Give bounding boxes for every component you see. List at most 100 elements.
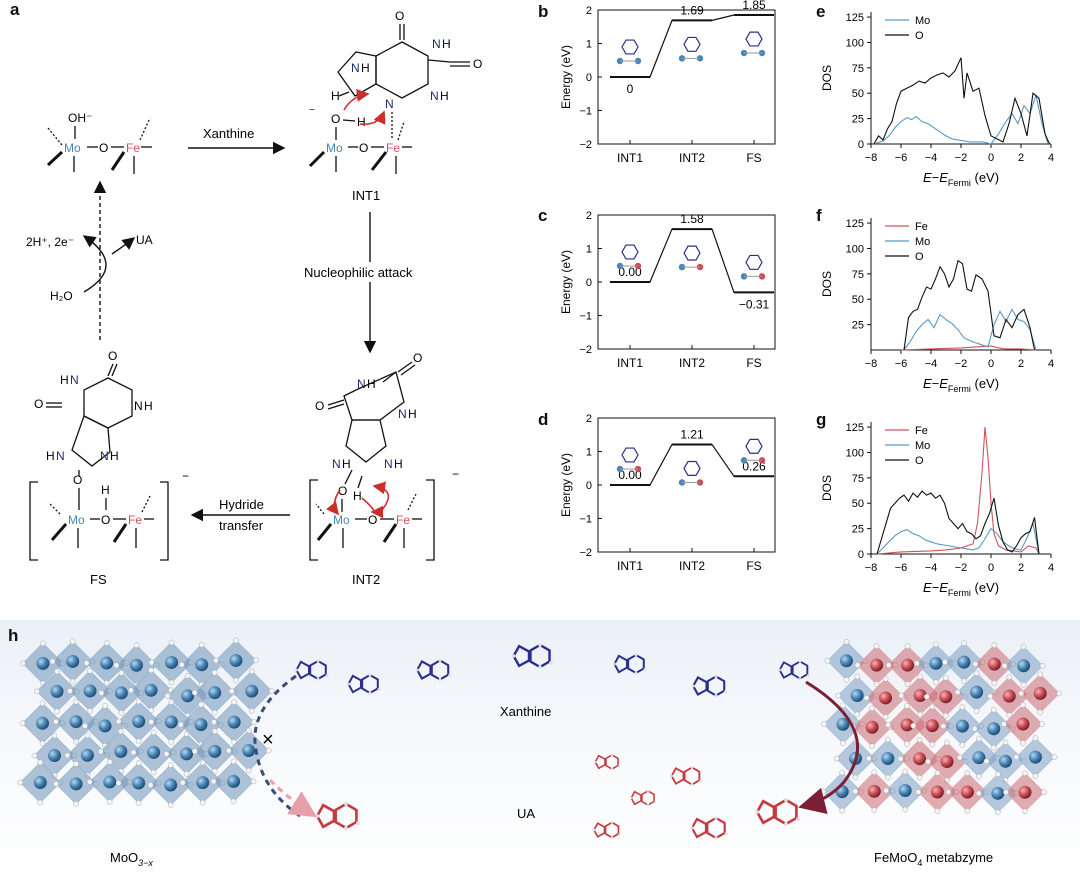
ua-molecule [592, 821, 621, 839]
o-atom [102, 703, 108, 709]
o-atom [39, 740, 46, 747]
mo-atom [164, 715, 178, 729]
o-atom [839, 807, 846, 814]
o-atom [945, 789, 952, 795]
o-atom [128, 687, 134, 694]
y-tick-label: −2 [579, 547, 592, 559]
o-atom [39, 700, 46, 707]
legend-label-Mo: Mo [915, 15, 930, 27]
mo-atom [66, 654, 80, 668]
svg-text:O: O [108, 349, 117, 363]
o-atom [1056, 690, 1063, 697]
o-atom [40, 640, 46, 647]
metabzyme-illustration: × Xanthine UA MoO3−x FeMoO4 metabzyme [17, 637, 1063, 868]
blocked-path [253, 674, 301, 818]
mo-atom [836, 717, 850, 731]
o-atom [902, 768, 909, 775]
o-atom [1022, 770, 1028, 777]
svg-text:O: O [473, 57, 482, 71]
o-atom [230, 758, 237, 765]
o-atom [824, 657, 831, 664]
o-atom [994, 809, 1001, 816]
o-atom [835, 692, 842, 699]
mo-atom [1017, 659, 1031, 673]
mo-atom [181, 689, 195, 703]
svg-text:H: H [60, 373, 69, 387]
svg-text:H: H [46, 449, 55, 463]
moo3-text: MoO3−x [110, 850, 153, 868]
mo-atom [114, 686, 128, 700]
o-atom [265, 747, 272, 754]
x-tick-label: INT2 [679, 356, 705, 370]
o-atom [959, 704, 966, 710]
o-atom [843, 638, 850, 645]
o-atom [1018, 690, 1025, 697]
y-axis-label: DOS [820, 271, 834, 297]
o-atom [1039, 721, 1045, 727]
o-atom [17, 779, 24, 786]
state-structure-0 [616, 39, 642, 65]
y-axis-label: Energy (eV) [559, 453, 573, 517]
o-atom [211, 728, 218, 735]
o-atom [1003, 789, 1009, 796]
svg-text:Mo: Mo [333, 513, 350, 527]
y-tick-label: 0 [858, 139, 864, 151]
o-atom [231, 699, 237, 705]
y-tick-label: 0 [858, 549, 864, 561]
mo-atom [164, 778, 178, 792]
state-structure-2 [740, 254, 766, 280]
x-tick-label: 0 [988, 562, 994, 574]
o-atom [934, 808, 941, 814]
svg-text:O: O [331, 112, 340, 126]
mo-atom [69, 715, 83, 729]
o-atom [118, 670, 125, 676]
x-tick-label: 4 [1048, 358, 1054, 370]
o-atom [973, 670, 980, 676]
o-atom [959, 742, 966, 748]
panel-label-e: e [816, 2, 826, 21]
fe-atom [1002, 689, 1016, 703]
energy-path [610, 228, 774, 293]
o-atom [150, 729, 157, 736]
o-atom [118, 710, 125, 716]
o-atom [168, 739, 175, 745]
o-atom [20, 660, 26, 667]
x-tick-label: −2 [955, 152, 968, 164]
energy-value-0: 0 [627, 82, 634, 96]
o-atom [211, 669, 218, 676]
o-atom [1001, 721, 1007, 727]
o-atom [211, 768, 218, 775]
y-tick-label: 50 [852, 88, 864, 100]
mo-atom [196, 776, 210, 790]
mo-atom [227, 774, 241, 788]
y-tick-label: 125 [846, 422, 864, 434]
energy-value-2: −0.31 [739, 297, 770, 311]
series-O [903, 259, 1036, 351]
svg-text:H: H [408, 407, 417, 421]
y-tick-label: 50 [852, 294, 864, 306]
o-atom [994, 771, 1001, 778]
mo-atom [970, 685, 984, 699]
x-tick-label: 2 [1018, 562, 1024, 574]
o-atom [932, 679, 939, 686]
series-O [876, 490, 1040, 555]
cycle-water-label: H₂O [50, 289, 73, 303]
x-tick-label: INT1 [617, 559, 643, 573]
mo-label: Mo [64, 141, 81, 155]
o-atom [135, 760, 142, 766]
y-tick-label: 125 [846, 12, 864, 24]
mo-atom [33, 775, 47, 789]
fs-label: FS [90, 572, 107, 587]
xanthine-molecule [346, 673, 381, 695]
energy-profiles: 2 1 0 −1 −2 Energy (eV) INT1 INT2 FS 0 1.69 1.85 2 1 0… [559, 0, 776, 573]
ua-molecule [670, 766, 702, 786]
mo-atom [957, 655, 971, 669]
o-atom [133, 642, 140, 649]
o-atom [854, 673, 861, 680]
fe-atom [900, 718, 914, 732]
mo-atom [36, 656, 50, 670]
o-atom [885, 662, 892, 669]
fe-atom [940, 755, 954, 769]
y-axis-label: DOS [820, 475, 834, 501]
